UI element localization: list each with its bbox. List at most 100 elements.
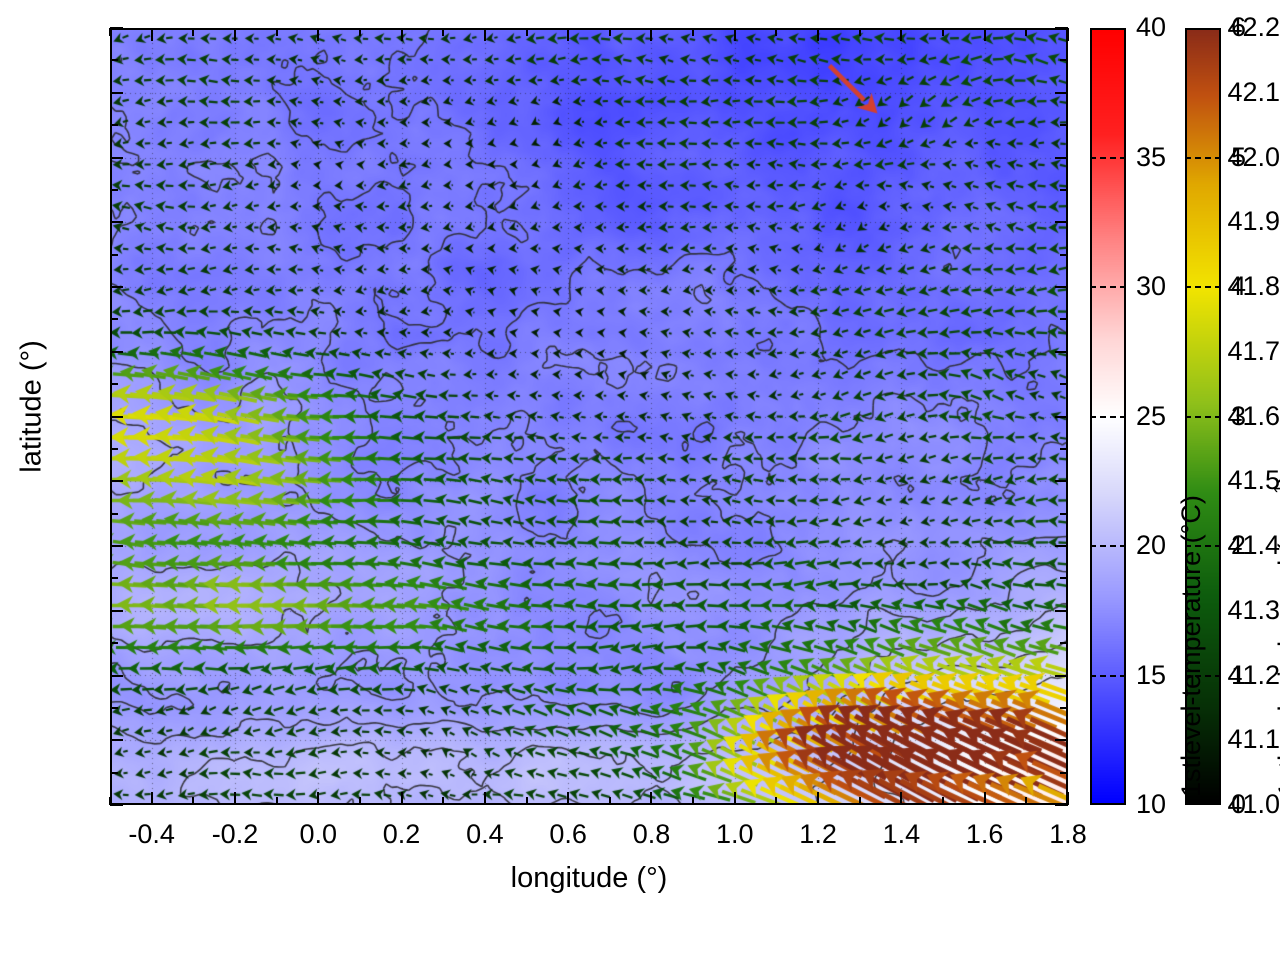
y-tick-label-41.8: 41.8 (1227, 271, 1280, 301)
wind-vector-layer (110, 28, 1068, 805)
tick-mark (1055, 609, 1068, 612)
colorbar-temperature-label-40: 40 (1136, 12, 1167, 42)
tick-mark (400, 792, 403, 805)
x-tick-label-1.0: 1.0 (716, 819, 754, 849)
tick-mark (358, 28, 361, 36)
colorbar-wind-speed-label-4: 4 (1231, 271, 1247, 301)
tick-mark (275, 797, 278, 805)
tick-mark (817, 28, 820, 41)
tick-mark (110, 286, 123, 288)
tick-mark (150, 28, 153, 41)
tick-mark (1067, 792, 1069, 805)
tick-mark (608, 28, 611, 36)
y-tick-label-41.1: 41.1 (1227, 724, 1280, 755)
tick-mark (358, 797, 361, 805)
tick-mark (900, 28, 903, 41)
y-tick-label-41.6: 41.6 (1227, 400, 1280, 431)
colorbar-tick (1090, 545, 1126, 547)
tick-mark (483, 792, 486, 805)
tick-mark (110, 383, 118, 386)
colorbar-tick (1090, 674, 1126, 677)
tick-mark (1055, 545, 1068, 547)
tick-mark (1060, 642, 1068, 645)
colorbar-wind-speed-label-0: 0 (1231, 789, 1247, 819)
tick-mark (110, 91, 123, 94)
tick-mark (110, 188, 118, 191)
tick-mark (110, 642, 118, 645)
colorbar-temperature-label-35: 35 (1136, 141, 1167, 172)
x-tick-label-0.2: 0.2 (382, 819, 421, 849)
x-tick-label-0.6: 0.6 (549, 819, 587, 849)
colorbar-wind-speed-label-2: 2 (1231, 530, 1247, 560)
x-tick-label-1.6: 1.6 (965, 819, 1004, 849)
tick-mark (110, 674, 123, 677)
tick-mark (1060, 124, 1068, 127)
colorbar-tick (1090, 415, 1126, 418)
colorbar-tick (1185, 674, 1221, 677)
tick-mark (775, 28, 778, 36)
tick-mark (1025, 28, 1028, 36)
tick-mark (1055, 91, 1068, 94)
tick-mark (650, 28, 653, 41)
tick-mark (775, 797, 778, 805)
tick-mark (650, 792, 653, 805)
tick-mark (1055, 674, 1068, 677)
tick-mark (110, 415, 123, 418)
y-tick-label-41.2: 41.2 (1227, 659, 1280, 690)
x-tick-label-1.4: 1.4 (882, 819, 921, 849)
tick-mark (317, 28, 320, 41)
tick-mark (483, 28, 486, 41)
tick-mark (1060, 447, 1068, 450)
tick-mark (858, 28, 861, 36)
tick-mark (1067, 28, 1069, 41)
tick-mark (110, 156, 123, 159)
tick-mark (400, 28, 403, 41)
tick-mark (817, 792, 820, 805)
tick-mark (525, 28, 528, 36)
tick-mark (1060, 706, 1068, 709)
colorbar-wind-speed-label-3: 3 (1231, 400, 1247, 431)
tick-mark (1055, 350, 1068, 353)
tick-mark (110, 124, 118, 127)
tick-mark (109, 797, 111, 805)
tick-mark (1055, 739, 1068, 742)
x-tick-label--0.4: -0.4 (128, 819, 175, 849)
tick-mark (608, 797, 611, 805)
tick-mark (1055, 286, 1068, 288)
y-tick-label-42.0: 42.0 (1227, 141, 1280, 172)
y-tick-label-41.5: 41.5 (1227, 465, 1280, 496)
tick-mark (110, 253, 118, 256)
tick-mark (1060, 253, 1068, 256)
tick-mark (983, 792, 986, 805)
tick-mark (110, 350, 123, 353)
tick-mark (150, 792, 153, 805)
tick-mark (110, 739, 123, 742)
colorbar-wind-speed-label-1: 1 (1231, 659, 1247, 690)
tick-mark (110, 59, 118, 62)
colorbar-temperature-label-30: 30 (1136, 271, 1167, 301)
colorbar-tick (1185, 286, 1221, 288)
y-tick-label-41.4: 41.4 (1227, 530, 1280, 560)
y-axis-title: latitude (°) (15, 340, 48, 473)
tick-mark (733, 28, 736, 41)
tick-mark (110, 27, 123, 29)
tick-mark (192, 797, 195, 805)
tick-mark (567, 792, 570, 805)
tick-mark (1060, 383, 1068, 386)
colorbar-temperature-label-10: 10 (1136, 789, 1167, 819)
tick-mark (1055, 804, 1068, 806)
tick-mark (858, 797, 861, 805)
y-tick-label-41.9: 41.9 (1227, 206, 1280, 237)
x-axis-title: longitude (°) (510, 862, 668, 894)
colorbar-temperature-label-15: 15 (1136, 659, 1167, 690)
x-tick-label-0.0: 0.0 (299, 819, 338, 849)
tick-mark (233, 792, 236, 805)
y-tick-label-42.2: 42.2 (1227, 12, 1280, 42)
tick-mark (942, 28, 945, 36)
tick-mark (233, 28, 236, 41)
tick-mark (1055, 27, 1068, 29)
tick-mark (733, 792, 736, 805)
tick-mark (317, 792, 320, 805)
colorbar-tick (1185, 156, 1221, 159)
colorbar-temperature-label-20: 20 (1136, 530, 1167, 560)
